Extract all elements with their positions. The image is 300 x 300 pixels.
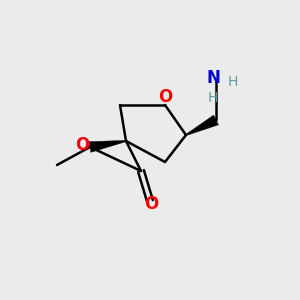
Text: N: N bbox=[206, 69, 220, 87]
Text: O: O bbox=[144, 195, 159, 213]
Text: O: O bbox=[158, 88, 172, 106]
Polygon shape bbox=[186, 115, 218, 136]
Polygon shape bbox=[89, 140, 126, 152]
Text: O: O bbox=[75, 136, 90, 154]
Text: H: H bbox=[227, 76, 238, 89]
Text: H: H bbox=[208, 91, 218, 104]
